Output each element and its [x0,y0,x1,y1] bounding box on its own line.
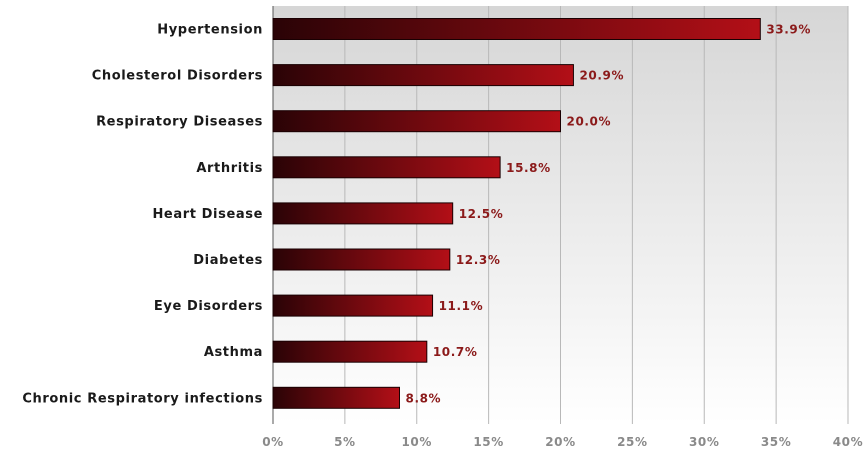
x-tick-label: 0% [262,435,284,449]
bar [272,156,501,179]
bar [272,110,561,133]
category-label: Cholesterol Disorders [92,69,263,84]
category-label: Diabetes [193,253,263,268]
value-label: 20.0% [567,115,612,129]
category-labels: Hypertension Cholesterol Disorders Respira… [22,23,263,407]
value-labels: 33.9% 20.9% 20.0% 15.8% 12.5% 12.3% 11.1% 10.7%… [406,23,811,406]
x-tick-label: 30% [689,435,720,449]
bar [272,64,574,87]
value-label: 10.7% [433,345,478,359]
bar [272,386,400,409]
value-label: 33.9% [766,23,811,37]
x-tick-label: 15% [473,435,504,449]
category-label: Chronic Respiratory infections [22,391,263,406]
value-label: 12.3% [456,253,501,267]
category-label: Hypertension [157,23,263,38]
x-tick-label: 10% [401,435,432,449]
category-label: Respiratory Diseases [96,115,263,130]
bar [272,202,454,225]
x-tick-label: 20% [545,435,576,449]
value-label: 20.9% [579,69,624,83]
value-label: 11.1% [439,299,484,313]
category-label: Asthma [204,345,263,360]
bar [272,248,451,271]
value-label: 12.5% [459,207,504,221]
x-tick-label: 35% [761,435,792,449]
bar [272,18,761,40]
value-label: 15.8% [506,161,551,175]
x-tick-label: 40% [833,435,864,449]
x-tick-label: 5% [334,435,356,449]
category-label: Arthritis [196,161,263,176]
x-axis-tick-labels: 0% 5% 10% 15% 20% 25% 30% 35% 40% [262,435,864,449]
category-label: Heart Disease [152,207,263,222]
value-label: 8.8% [406,391,442,405]
bar [272,340,428,363]
x-tick-label: 25% [617,435,648,449]
bar [272,294,434,317]
category-label: Eye Disorders [154,299,263,314]
bars [272,18,761,409]
